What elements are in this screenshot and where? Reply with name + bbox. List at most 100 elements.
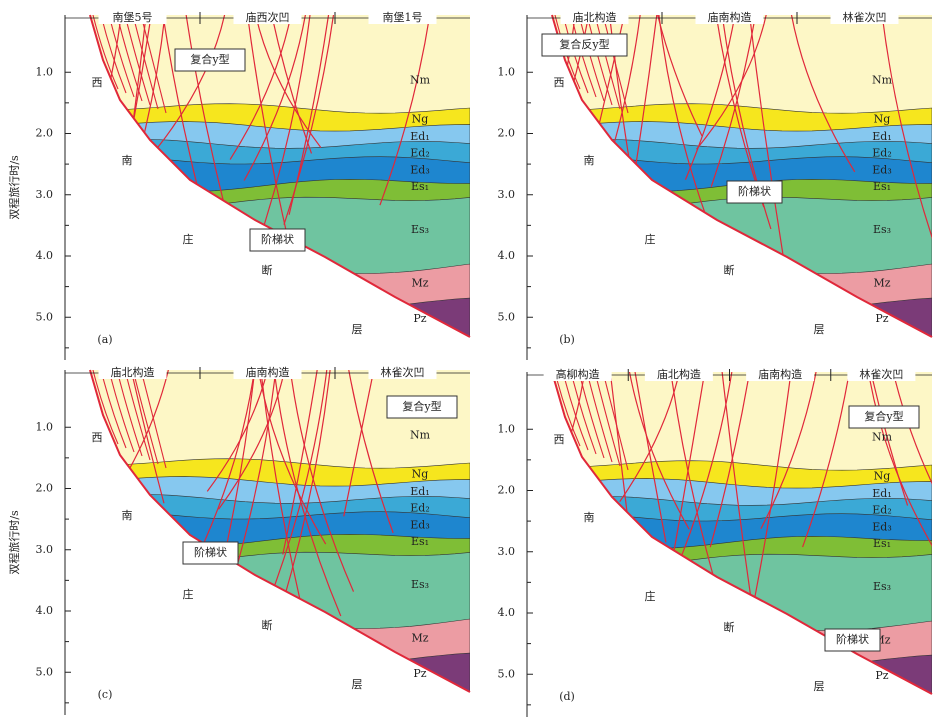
fault-label: 南 xyxy=(122,154,133,167)
annotation: 复合反y型 xyxy=(559,37,609,51)
layer-label: Ed₁ xyxy=(872,487,891,500)
fault-label: 层 xyxy=(352,678,363,691)
layer-label: Ed₃ xyxy=(872,520,891,533)
fault-label: 西 xyxy=(554,76,565,89)
figure: 1.0 2.0 3.0 4.0 5.0 双程旅行时/s 南堡5号 庙西次凹 南堡1号 Nm Ng Ed… xyxy=(0,0,933,727)
layer-label: Es₁ xyxy=(873,537,891,550)
fault-label: 庄 xyxy=(645,589,656,603)
section-label: 林雀次凹 xyxy=(381,365,425,379)
layer-label: Ed₂ xyxy=(410,146,429,159)
fault-label: 断 xyxy=(262,263,273,277)
layer-label: Ed₃ xyxy=(410,518,429,531)
y-tick-label: 1.0 xyxy=(498,65,516,78)
layer-label: Ng xyxy=(412,467,429,480)
fault-label: 西 xyxy=(554,433,565,446)
panel: 1.02.03.04.05.0双程旅行时/s南堡5号庙西次凹南堡1号NmNgEd… xyxy=(7,10,470,400)
y-tick-label: 4.0 xyxy=(498,249,516,262)
annotation: 复合y型 xyxy=(402,399,441,413)
panel: 1.02.03.04.05.0庙北构造庙南构造林雀次凹NmNgEd₁Ed₂Ed₃… xyxy=(498,10,933,400)
layer-label: Nm xyxy=(410,429,431,442)
layer-label: Mz xyxy=(873,277,890,290)
fault-label: 南 xyxy=(584,154,595,167)
y-tick-label: 4.0 xyxy=(36,249,54,262)
y-tick-label: 3.0 xyxy=(498,545,516,558)
annotation: 阶梯状 xyxy=(194,545,227,559)
layer-label: Ed₁ xyxy=(410,485,429,498)
panel: 1.02.03.04.05.0双程旅行时/s庙北构造庙南构造林雀次凹NmNgEd… xyxy=(7,365,470,727)
section-label: 庙北构造 xyxy=(657,367,701,381)
section-label: 南堡1号 xyxy=(383,10,423,24)
panel-label: (d) xyxy=(559,690,575,703)
annotation: 复合y型 xyxy=(864,409,903,423)
section-label: 庙南构造 xyxy=(758,367,802,381)
layer-label: Pz xyxy=(875,669,888,682)
y-tick-label: 1.0 xyxy=(498,422,516,435)
layer-label: Pz xyxy=(413,667,426,680)
panel-label: (c) xyxy=(98,688,113,701)
layer-label: Nm xyxy=(872,431,893,444)
section-label: 庙西次凹 xyxy=(246,10,290,24)
fault-label: 断 xyxy=(724,620,735,634)
annotation: 复合y型 xyxy=(190,52,229,66)
y-tick-label: 3.0 xyxy=(36,543,54,556)
fault-label: 西 xyxy=(92,76,103,89)
y-tick-label: 5.0 xyxy=(36,310,54,323)
y-tick-label: 2.0 xyxy=(36,127,54,140)
fault-label: 庄 xyxy=(183,587,194,601)
fault-label: 层 xyxy=(814,323,825,336)
section-label: 南堡5号 xyxy=(113,10,153,24)
y-tick-label: 1.0 xyxy=(36,65,54,78)
layer-label: Es₃ xyxy=(873,223,891,236)
y-tick-label: 1.0 xyxy=(36,420,54,433)
y-axis-title: 双程旅行时/s xyxy=(7,510,21,575)
layer-label: Es₃ xyxy=(411,223,429,236)
stratum xyxy=(527,655,932,727)
layer-label: Ed₁ xyxy=(872,130,891,143)
layer-label: Es₃ xyxy=(873,580,891,593)
y-tick-label: 5.0 xyxy=(498,667,516,680)
section-label: 庙南构造 xyxy=(708,10,752,24)
fault-label: 庄 xyxy=(645,232,656,246)
fault-label: 层 xyxy=(352,323,363,336)
layer-label: Es₁ xyxy=(873,180,891,193)
section-label: 林雀次凹 xyxy=(843,10,887,24)
fault-label: 南 xyxy=(122,509,133,522)
section-label: 庙北构造 xyxy=(573,10,617,24)
stratum xyxy=(65,653,470,727)
strata xyxy=(65,11,470,400)
layer-label: Ed₁ xyxy=(410,130,429,143)
annotation: 阶梯状 xyxy=(261,232,294,246)
stratum xyxy=(65,619,470,727)
layer-label: Ed₃ xyxy=(410,163,429,176)
y-tick-label: 2.0 xyxy=(498,484,516,497)
layer-label: Ed₂ xyxy=(872,503,891,516)
layer-label: Es₁ xyxy=(411,535,429,548)
y-tick-label: 4.0 xyxy=(36,604,54,617)
fault-label: 断 xyxy=(724,263,735,277)
section-label: 高柳构造 xyxy=(556,367,600,381)
layer-label: Ng xyxy=(412,112,429,125)
y-tick-label: 5.0 xyxy=(36,665,54,678)
fault-label: 南 xyxy=(584,511,595,524)
layer-label: Es₃ xyxy=(411,578,429,591)
annotation: 阶梯状 xyxy=(836,632,869,646)
y-tick-label: 5.0 xyxy=(498,310,516,323)
layer-label: Pz xyxy=(875,312,888,325)
layer-label: Ng xyxy=(874,469,891,482)
layer-label: Es₁ xyxy=(411,180,429,193)
layer-label: Mz xyxy=(411,632,428,645)
y-tick-label: 3.0 xyxy=(498,188,516,201)
fault-label: 层 xyxy=(814,680,825,693)
layer-label: Nm xyxy=(410,74,431,87)
section-label: 庙南构造 xyxy=(246,365,290,379)
section-label: 庙北构造 xyxy=(111,365,155,379)
panel-label: (a) xyxy=(97,333,112,346)
panel: 1.02.03.04.05.0高柳构造庙北构造庙南构造林雀次凹NmNgEd₁Ed… xyxy=(498,367,933,727)
strata xyxy=(517,11,933,400)
fault-label: 西 xyxy=(92,431,103,444)
y-tick-label: 3.0 xyxy=(36,188,54,201)
layer-label: Ed₂ xyxy=(872,146,891,159)
layer-label: Ed₂ xyxy=(410,501,429,514)
fault-label: 庄 xyxy=(183,232,194,246)
layer-label: Ng xyxy=(874,112,891,125)
